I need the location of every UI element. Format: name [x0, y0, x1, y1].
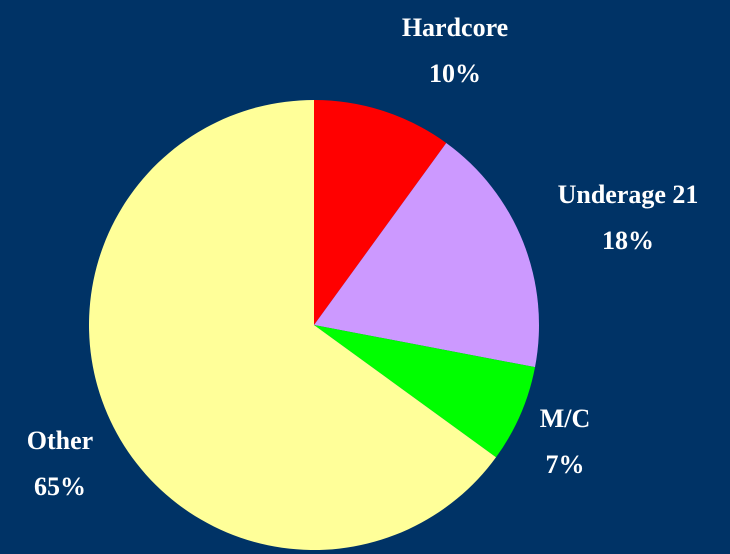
slice-label: Underage 21 [558, 180, 699, 209]
pie-slice [88, 100, 497, 550]
pie-slice [314, 142, 540, 368]
slice-label: M/C [540, 404, 591, 433]
pie-slice [314, 100, 447, 325]
value-label: 65% [34, 472, 86, 501]
value-label: 7% [546, 450, 585, 479]
value-label: 10% [429, 59, 481, 88]
pie-slice [314, 325, 536, 458]
value-label: 18% [602, 226, 654, 255]
slice-label: Hardcore [402, 13, 508, 42]
slice-label: Other [27, 426, 93, 455]
